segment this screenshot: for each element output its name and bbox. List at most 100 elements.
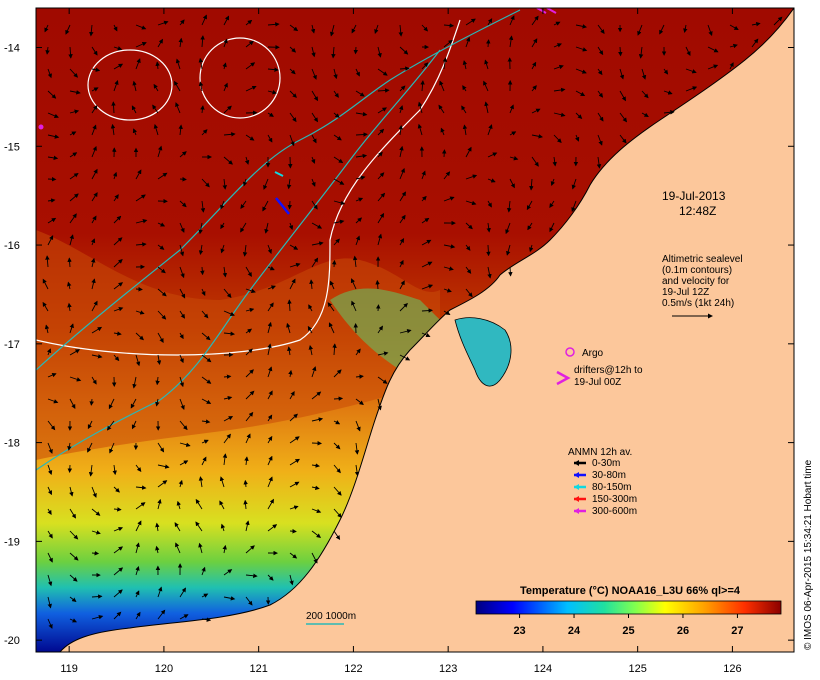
velocity-arrow [223, 38, 228, 48]
velocity-arrow [443, 39, 453, 48]
velocity-arrow [575, 46, 588, 52]
velocity-arrow [153, 123, 159, 136]
velocity-arrow [47, 618, 53, 629]
altimetry-line-1: Altimetric sealevel [662, 254, 743, 265]
velocity-arrow [179, 19, 185, 26]
velocity-arrow [90, 238, 96, 246]
velocity-arrow [333, 200, 346, 206]
velocity-arrow [329, 24, 335, 37]
velocity-arrow [245, 433, 251, 444]
velocity-arrow [553, 21, 561, 26]
velocity-arrow [289, 458, 300, 466]
lon-tick-label: 120 [155, 663, 173, 675]
lon-tick-label: 119 [60, 663, 78, 675]
bathymetry-legend: 200 1000m [306, 611, 356, 625]
velocity-arrow [91, 508, 101, 516]
velocity-arrow [47, 90, 57, 99]
credit-label: © IMOS 06-Apr-2015 15:34:21 Hobart time [803, 459, 814, 650]
velocity-arrow [399, 167, 405, 180]
velocity-arrow [91, 530, 101, 535]
velocity-arrow [351, 300, 357, 312]
velocity-arrow [289, 436, 300, 444]
velocity-arrow [286, 322, 291, 334]
colorbar-tick-label: 24 [568, 625, 581, 637]
velocity-arrow [179, 244, 185, 257]
velocity-arrow [201, 332, 211, 341]
velocity-arrow [531, 15, 539, 26]
velocity-arrow [327, 302, 335, 312]
lon-tick-label: 122 [344, 663, 362, 675]
velocity-arrow [223, 15, 230, 26]
drifters-legend: drifters@12h to 19-Jul 00Z [556, 365, 643, 388]
velocity-arrow [200, 266, 205, 276]
velocity-arrow [267, 366, 273, 378]
velocity-arrow [113, 194, 119, 202]
velocity-arrow [441, 149, 447, 158]
velocity-arrow [200, 35, 205, 48]
velocity-arrow [377, 46, 382, 58]
velocity-arrow [87, 420, 93, 430]
velocity-arrow [243, 499, 248, 510]
velocity-arrow [195, 521, 203, 532]
velocity-arrow [289, 505, 299, 510]
velocity-arrow [47, 596, 52, 609]
velocity-arrow [245, 85, 257, 92]
velocity-arrow [44, 324, 50, 334]
velocity-arrow [47, 574, 53, 587]
drifter-legend-icon [556, 370, 571, 386]
velocity-arrow [135, 286, 143, 292]
anmn-legend-label: 30-80m [592, 470, 626, 481]
velocity-arrow [399, 280, 405, 290]
velocity-arrow [596, 156, 602, 169]
velocity-arrow [91, 594, 103, 599]
velocity-arrow [111, 101, 116, 114]
velocity-arrow [421, 261, 433, 268]
velocity-arrow [245, 369, 254, 378]
velocity-arrow [443, 266, 454, 271]
velocity-arrow [465, 266, 472, 274]
velocity-arrow [44, 24, 49, 33]
velocity-arrow [377, 128, 385, 136]
velocity-arrow [311, 46, 316, 58]
velocity-arrow [443, 310, 451, 315]
velocity-arrow [289, 90, 297, 98]
velocity-arrow [421, 239, 432, 246]
velocity-arrow [641, 68, 647, 80]
velocity-arrow [179, 587, 186, 598]
velocity-arrow [201, 566, 206, 576]
velocity-arrow [377, 88, 390, 93]
estuary [454, 317, 512, 387]
velocity-arrow [487, 18, 493, 26]
velocity-arrow [179, 376, 184, 388]
velocity-arrow [333, 486, 342, 496]
velocity-arrow [153, 83, 159, 92]
velocity-arrow [377, 325, 384, 334]
velocity-arrow [729, 43, 738, 49]
velocity-arrow [113, 507, 122, 512]
velocity-arrow [91, 67, 101, 72]
velocity-arrow [487, 152, 498, 158]
velocity-arrow [47, 155, 59, 161]
velocity-arrow [287, 346, 292, 356]
velocity-arrow [156, 354, 162, 365]
velocity-arrow [575, 68, 587, 74]
velocity-arrow [483, 80, 489, 92]
velocity-arrow [683, 24, 688, 33]
velocity-arrow [267, 285, 276, 290]
velocity-arrow [47, 486, 52, 496]
velocity-arrow [220, 244, 225, 254]
velocity-arrow [571, 200, 577, 213]
velocity-arrow [751, 38, 759, 48]
velocity-arrow [201, 439, 209, 444]
velocity-arrow [245, 19, 253, 26]
anmn-legend-arrowhead [574, 508, 579, 514]
anmn-legend-arrowhead [574, 472, 579, 478]
velocity-arrow [484, 101, 489, 114]
velocity-arrow [484, 59, 489, 70]
velocity-arrow [155, 545, 160, 554]
velocity-arrow [69, 68, 79, 78]
velocity-arrow [619, 90, 626, 102]
velocity-arrow [222, 453, 228, 466]
velocity-arrow [113, 237, 123, 246]
velocity-arrow [421, 62, 429, 70]
